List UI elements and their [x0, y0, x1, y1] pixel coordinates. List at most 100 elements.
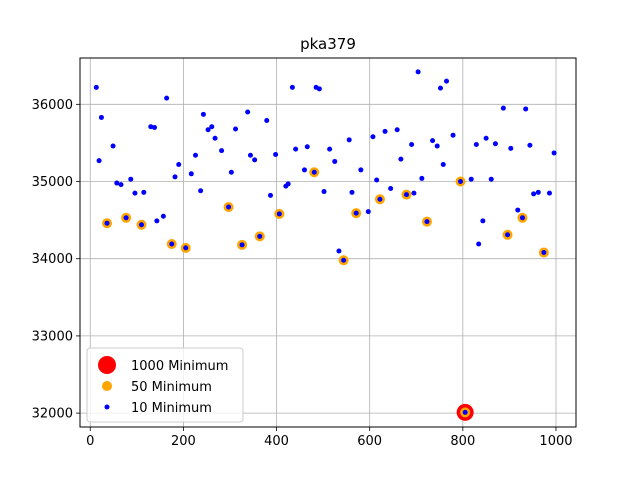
point-10-minimum [480, 218, 486, 224]
point-10-minimum [358, 167, 364, 173]
legend: 1000 Minimum 50 Minimum 10 Minimum [86, 347, 244, 423]
point-10-minimum [419, 175, 425, 181]
point-10-minimum [212, 135, 218, 141]
point-10-minimum [276, 211, 282, 217]
point-10-minimum [388, 185, 394, 191]
point-10-minimum [430, 138, 436, 144]
point-10-minimum [519, 215, 525, 221]
point-10-minimum [148, 124, 154, 130]
point-10-minimum [437, 85, 443, 91]
point-10-minimum [154, 218, 160, 224]
y-tick-label: 35000 [32, 175, 73, 190]
point-10-minimum [311, 169, 317, 175]
point-10-minimum [505, 232, 511, 238]
point-10-minimum [492, 141, 498, 147]
legend-marker-10-minimum [104, 404, 110, 410]
point-10-minimum [450, 132, 456, 138]
point-10-minimum [104, 220, 110, 226]
point-10-minimum [138, 222, 144, 228]
point-10-minimum [293, 146, 299, 152]
point-10-minimum [183, 245, 189, 251]
point-10-minimum [546, 190, 552, 196]
point-10-minimum [336, 248, 342, 254]
point-10-minimum [488, 176, 494, 182]
point-10-minimum [374, 177, 380, 183]
point-10-minimum [476, 241, 482, 247]
point-10-minimum [205, 127, 211, 133]
point-10-minimum [321, 189, 327, 195]
point-10-minimum [377, 196, 383, 202]
point-10-minimum [228, 169, 234, 175]
y-tick-label: 32000 [32, 407, 73, 422]
point-10-minimum [535, 189, 541, 195]
point-10-minimum [96, 158, 102, 164]
point-10-minimum [114, 180, 120, 186]
legend-marker-1000-minimum [98, 356, 116, 374]
point-10-minimum [508, 145, 514, 151]
axis-ticks: 0 200 400 600 800 1000 32000 33000 34000 35000 360… [32, 98, 573, 449]
point-10-minimum [473, 141, 479, 147]
point-10-minimum [152, 124, 158, 130]
x-tick-label: 1000 [539, 434, 572, 449]
point-10-minimum [365, 209, 371, 215]
point-10-minimum [316, 86, 322, 92]
legend-box [86, 347, 244, 423]
point-10-minimum [285, 181, 291, 187]
point-10-minimum [398, 156, 404, 162]
point-10-minimum [515, 207, 521, 213]
point-10-minimum [301, 167, 307, 173]
legend-label-10-minimum: 10 Minimum [131, 401, 212, 416]
point-10-minimum [123, 215, 129, 221]
legend-label-1000-minimum: 1000 Minimum [131, 359, 228, 374]
point-10-minimum [523, 106, 529, 112]
legend-label-50-minimum: 50 Minimum [131, 380, 212, 395]
point-10-minimum [132, 190, 138, 196]
legend-marker-50-minimum [102, 381, 112, 391]
point-10-minimum [332, 158, 338, 164]
point-10-minimum [267, 192, 273, 198]
point-10-minimum [353, 210, 359, 216]
point-10-minimum [98, 114, 104, 120]
point-10-minimum [257, 233, 263, 239]
point-10-minimum [200, 111, 206, 117]
point-10-minimum [462, 409, 468, 415]
point-10-minimum [164, 95, 170, 101]
point-10-minimum [172, 174, 178, 180]
point-10-minimum [110, 143, 116, 149]
point-10-minimum [409, 141, 415, 147]
point-10-minimum [327, 146, 333, 152]
point-10-minimum [551, 150, 557, 156]
x-tick-label: 800 [450, 434, 475, 449]
point-10-minimum [239, 242, 245, 248]
data-points [93, 69, 557, 421]
point-10-minimum [188, 171, 194, 177]
point-10-minimum [527, 142, 533, 148]
point-10-minimum [219, 148, 225, 154]
point-10-minimum [440, 162, 446, 168]
point-10-minimum [349, 189, 355, 195]
point-10-minimum [304, 144, 310, 150]
point-10-minimum [415, 69, 421, 75]
y-tick-label: 33000 [32, 329, 73, 344]
x-tick-label: 600 [357, 434, 382, 449]
grid-lines [80, 58, 576, 427]
point-10-minimum [193, 152, 199, 158]
point-10-minimum [169, 241, 175, 247]
point-10-minimum [160, 213, 166, 219]
point-10-minimum [264, 118, 270, 124]
point-10-minimum [346, 137, 352, 143]
point-10-minimum [541, 250, 547, 256]
point-10-minimum [93, 84, 99, 90]
point-10-minimum [273, 151, 279, 157]
point-10-minimum [341, 257, 347, 263]
x-tick-label: 200 [171, 434, 196, 449]
point-10-minimum [198, 188, 204, 194]
point-10-minimum [226, 204, 232, 210]
point-10-minimum [394, 127, 400, 133]
x-tick-label: 400 [264, 434, 289, 449]
plot-frame [79, 57, 577, 428]
chart-title: pka379 [300, 35, 356, 53]
point-10-minimum [209, 124, 215, 130]
point-10-minimum [444, 78, 450, 84]
